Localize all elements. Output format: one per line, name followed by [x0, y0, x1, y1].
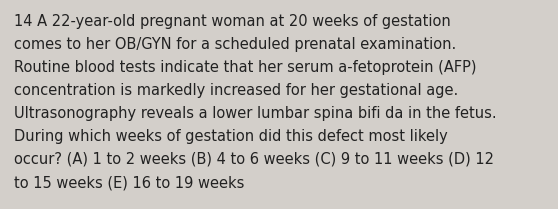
Text: to 15 weeks (E) 16 to 19 weeks: to 15 weeks (E) 16 to 19 weeks	[14, 175, 244, 190]
Text: occur? (A) 1 to 2 weeks (B) 4 to 6 weeks (C) 9 to 11 weeks (D) 12: occur? (A) 1 to 2 weeks (B) 4 to 6 weeks…	[14, 152, 494, 167]
Text: concentration is markedly increased for her gestational age.: concentration is markedly increased for …	[14, 83, 458, 98]
Text: comes to her OB/GYN for a scheduled prenatal examination.: comes to her OB/GYN for a scheduled pren…	[14, 37, 456, 52]
Text: 14 A 22-year-old pregnant woman at 20 weeks of gestation: 14 A 22-year-old pregnant woman at 20 we…	[14, 14, 451, 29]
Text: During which weeks of gestation did this defect most likely: During which weeks of gestation did this…	[14, 129, 448, 144]
Text: Ultrasonography reveals a lower lumbar spina bifi da in the fetus.: Ultrasonography reveals a lower lumbar s…	[14, 106, 497, 121]
Text: Routine blood tests indicate that her serum a-fetoprotein (AFP): Routine blood tests indicate that her se…	[14, 60, 477, 75]
